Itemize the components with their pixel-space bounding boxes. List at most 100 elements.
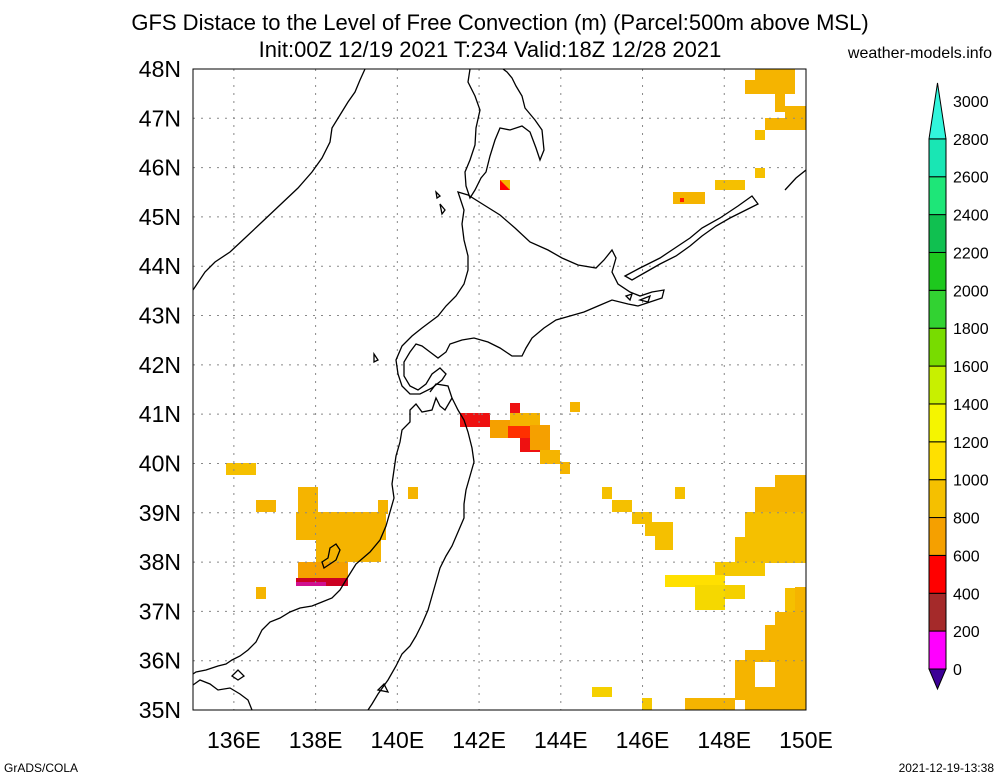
colorbar-segment — [928, 365, 947, 405]
shade-cell — [755, 487, 806, 513]
shade-cell — [510, 403, 520, 413]
shade-cell — [725, 585, 745, 599]
lat-tick-label: 36N — [139, 648, 181, 674]
lat-tick-label: 40N — [139, 450, 181, 476]
shade-cell — [508, 426, 530, 438]
lat-tick-label: 41N — [139, 401, 181, 427]
shade-cell — [592, 687, 612, 697]
colorbar-segment — [928, 138, 947, 178]
shade-cell — [645, 522, 673, 536]
colorbar-high-arrow — [928, 82, 947, 140]
shade-cell — [560, 462, 570, 474]
shade-cell — [715, 180, 745, 190]
map-subtitle: Init:00Z 12/19 2021 T:234 Valid:18Z 12/2… — [258, 37, 722, 62]
shade-cell — [642, 698, 652, 710]
lat-tick-label: 44N — [139, 253, 181, 279]
shade-cell — [602, 487, 612, 499]
shade-cell — [540, 450, 560, 464]
colorbar-label: 1800 — [953, 321, 989, 338]
site-name: weather-models.info — [847, 45, 992, 62]
shade-cell — [745, 512, 806, 538]
colorbar-label: 200 — [953, 624, 980, 641]
shade-cell — [680, 198, 684, 202]
lon-tick-label: 146E — [616, 727, 670, 753]
colorbar-label: 400 — [953, 586, 980, 603]
shade-cell — [612, 500, 632, 512]
colorbar-label: 2600 — [953, 170, 989, 187]
lat-tick-label: 37N — [139, 598, 181, 624]
shade-cell — [655, 536, 673, 550]
map-grid — [193, 69, 806, 710]
colorbar-label: 2800 — [953, 132, 989, 149]
shade-cell — [685, 698, 735, 710]
shade-cell — [775, 94, 785, 112]
shade-cell — [296, 512, 386, 540]
colorbar-label: 1600 — [953, 359, 989, 376]
lon-tick-label: 148E — [697, 727, 751, 753]
lat-tick-label: 35N — [139, 697, 181, 723]
lat-tick-label: 47N — [139, 105, 181, 131]
shade-cell — [775, 475, 806, 489]
shade-cell — [296, 582, 326, 586]
shade-cell — [795, 587, 806, 627]
shade-cell — [510, 413, 540, 427]
lon-tick-label: 136E — [207, 727, 261, 753]
shade-cell — [675, 487, 685, 499]
shade-cell — [765, 118, 785, 130]
map-frame — [192, 68, 807, 711]
lat-tick-label: 39N — [139, 500, 181, 526]
shade-cell — [490, 420, 510, 438]
colorbar-label: 2400 — [953, 208, 989, 225]
shade-cell — [745, 80, 775, 94]
lat-tick-label: 42N — [139, 352, 181, 378]
lat-tick-label: 48N — [139, 56, 181, 82]
shade-cell — [460, 413, 490, 427]
colorbar-label: 3000 — [953, 94, 989, 111]
shade-cell — [256, 500, 276, 512]
shade-cell — [715, 562, 765, 576]
colorbar-label: 0 — [953, 662, 962, 679]
colorbar-segment — [928, 592, 947, 632]
shade-cell — [530, 425, 550, 450]
colorbar-segment — [928, 251, 947, 291]
colorbar-label: 800 — [953, 511, 980, 528]
lfc-shading — [226, 69, 806, 710]
colorbar-label: 1000 — [953, 473, 989, 490]
shade-cell — [298, 487, 318, 512]
colorbar-segment — [928, 554, 947, 594]
shade-cell — [378, 500, 388, 514]
lat-tick-label: 43N — [139, 303, 181, 329]
colorbar: 0 200 400 600 800 1000 1200 1400 1600 1800 2000 220… — [928, 82, 989, 691]
shade-cell — [632, 512, 652, 524]
shade-cell — [755, 130, 765, 140]
colorbar-segment — [928, 289, 947, 329]
shade-cell — [298, 562, 348, 580]
shade-cell — [673, 192, 705, 204]
colorbar-segment — [928, 479, 947, 519]
colorbar-segment — [928, 441, 947, 481]
shade-cell — [745, 650, 806, 662]
colorbar-label: 2200 — [953, 245, 989, 262]
lon-tick-label: 138E — [289, 727, 343, 753]
shade-cell — [570, 402, 580, 412]
colorbar-segment — [928, 327, 947, 367]
colorbar-label: 2000 — [953, 283, 989, 300]
colorbar-segment — [928, 517, 947, 556]
shade-cell — [755, 168, 765, 178]
shade-cell — [500, 180, 510, 190]
colorbar-segment — [928, 630, 947, 670]
shade-cell — [785, 106, 806, 130]
shade-cell — [408, 487, 418, 499]
lat-tick-label: 38N — [139, 549, 181, 575]
shade-cell — [695, 585, 725, 610]
colorbar-label: 1200 — [953, 435, 989, 452]
shade-cell — [745, 687, 806, 710]
colorbar-label: 600 — [953, 548, 980, 565]
colorbar-segment — [928, 176, 947, 216]
footer-software: GrADS/COLA — [4, 761, 79, 775]
shade-cell — [735, 537, 806, 563]
lat-tick-label: 45N — [139, 204, 181, 230]
colorbar-segment — [928, 403, 947, 443]
shade-cell — [256, 587, 266, 599]
